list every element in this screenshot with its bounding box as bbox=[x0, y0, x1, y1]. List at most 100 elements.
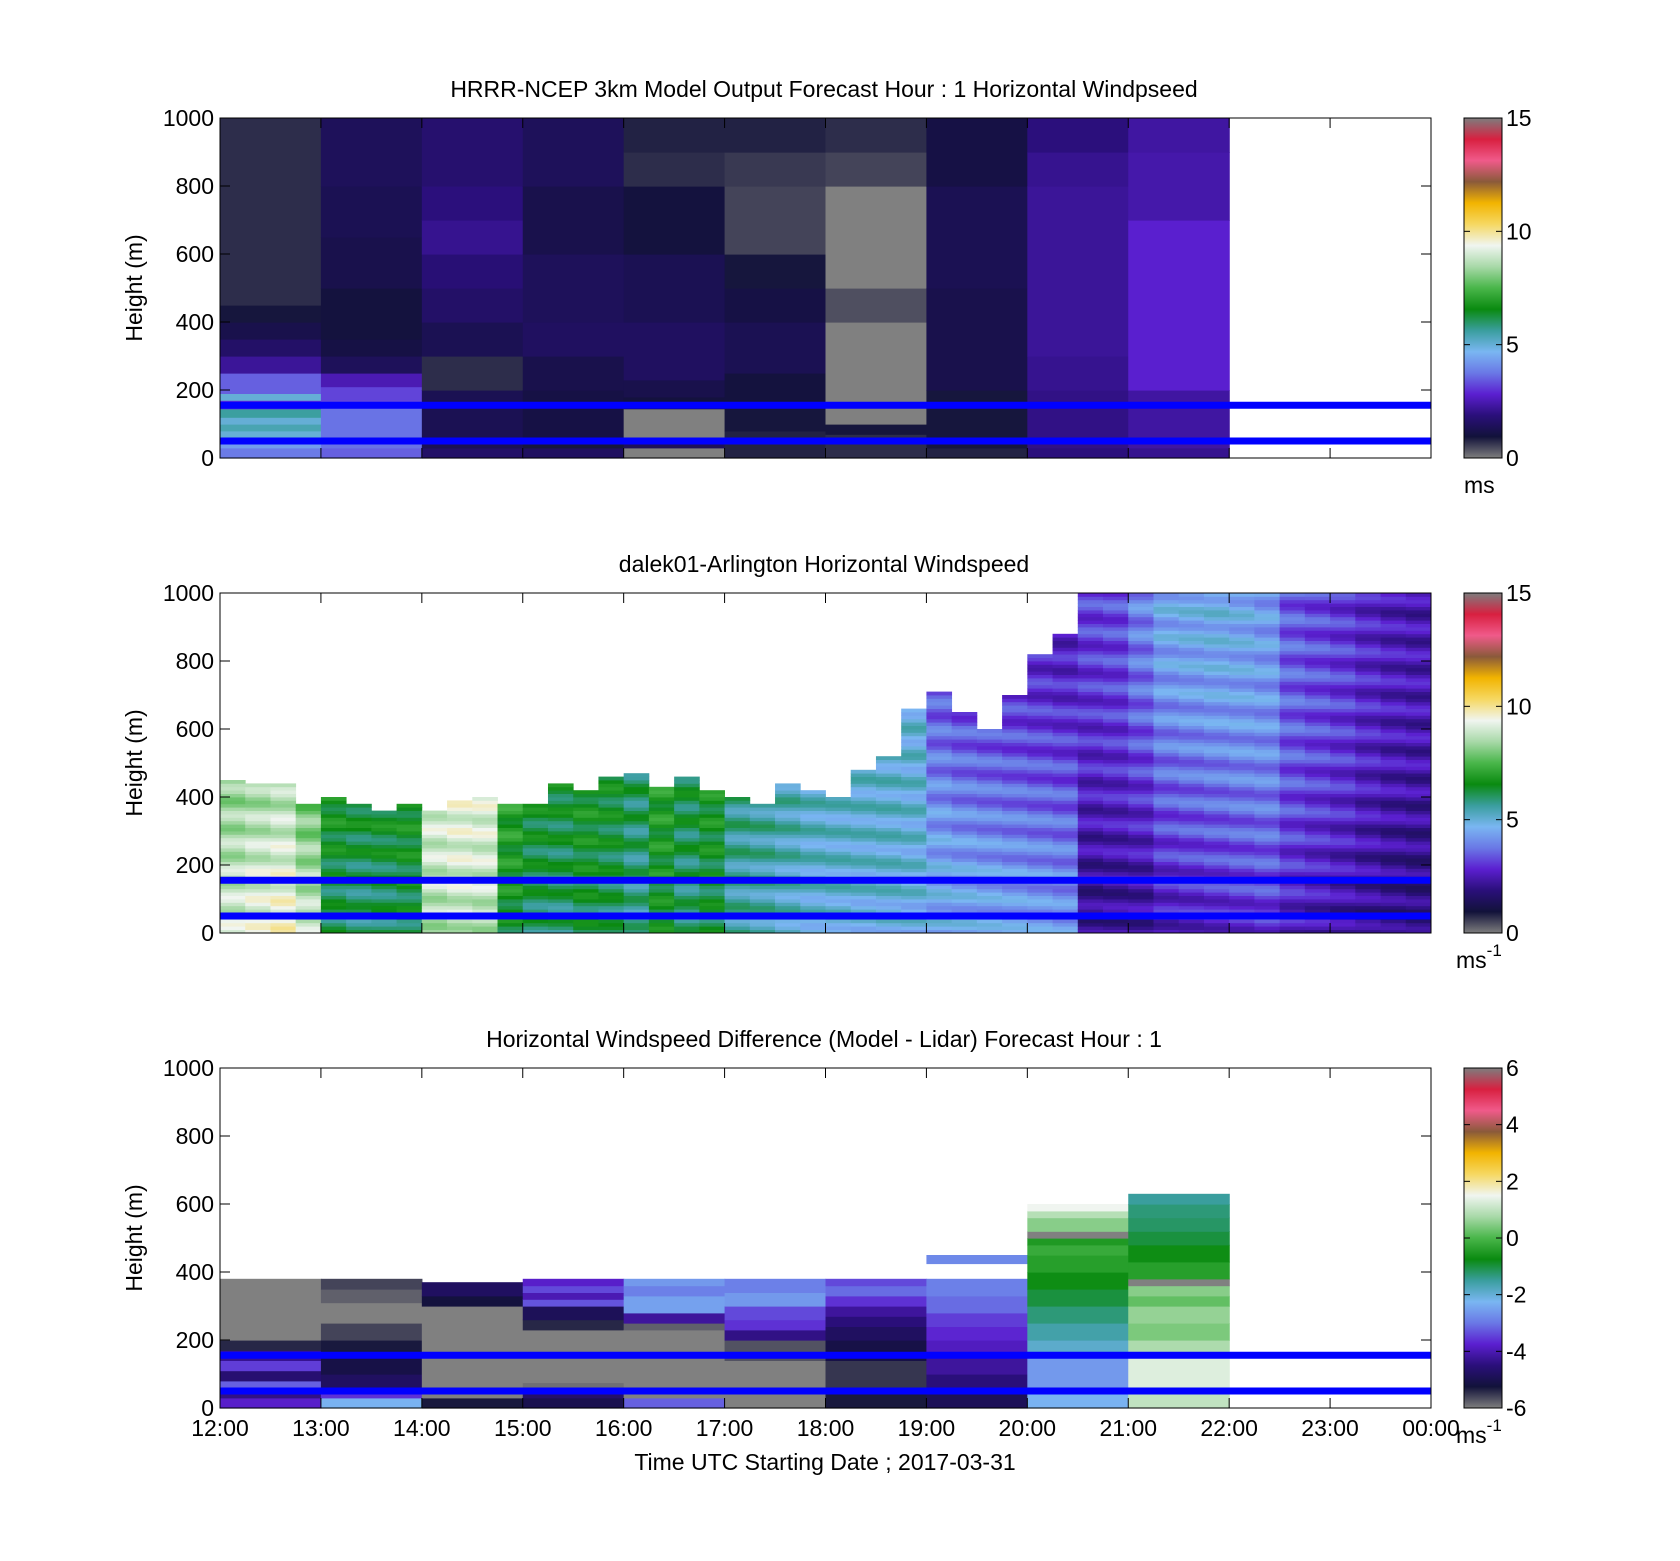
heatmap-cell bbox=[775, 834, 801, 839]
heatmap-cell bbox=[1103, 698, 1129, 703]
heatmap-cell bbox=[598, 909, 625, 913]
heatmap-cell bbox=[1128, 841, 1154, 845]
heatmap-cell bbox=[775, 851, 801, 856]
heatmap-cell bbox=[1077, 752, 1104, 757]
heatmap-cell bbox=[1077, 831, 1104, 835]
heatmap-cell bbox=[1254, 820, 1281, 825]
heatmap-cell bbox=[926, 854, 953, 859]
heatmap-cell bbox=[976, 858, 1003, 862]
heatmap-cell bbox=[1229, 786, 1255, 791]
heatmap-cell bbox=[724, 824, 751, 828]
heatmap-cell bbox=[1279, 882, 1306, 886]
heatmap-cell bbox=[901, 749, 927, 754]
heatmap-cell bbox=[220, 851, 246, 856]
heatmap-cell bbox=[1027, 814, 1053, 818]
heatmap-cell bbox=[1077, 644, 1104, 648]
heatmap-cell bbox=[699, 810, 725, 815]
heatmap-cell bbox=[648, 841, 675, 845]
heatmap-cell bbox=[951, 837, 978, 842]
heatmap-cell bbox=[875, 766, 902, 771]
heatmap-cell bbox=[699, 834, 725, 839]
y-tick-label: 0 bbox=[201, 445, 214, 471]
heatmap-cell bbox=[472, 854, 498, 859]
heatmap-cell bbox=[825, 820, 852, 825]
heatmap-cell bbox=[951, 865, 978, 869]
heatmap-cell bbox=[1077, 797, 1104, 801]
heatmap-cell bbox=[1254, 814, 1281, 818]
heatmap-cell bbox=[472, 895, 498, 900]
heatmap-cell bbox=[598, 783, 625, 788]
heatmap-cell bbox=[1355, 616, 1381, 621]
heatmap-cell bbox=[270, 848, 297, 852]
heatmap-cell bbox=[1153, 861, 1180, 866]
heatmap-cell bbox=[1077, 735, 1104, 740]
colorbar-unit-exponent: -1 bbox=[1487, 1416, 1502, 1435]
heatmap-cell bbox=[522, 871, 549, 876]
heatmap-cell bbox=[1128, 786, 1154, 791]
y-tick-label: 1000 bbox=[163, 1055, 214, 1081]
heatmap-cell bbox=[1304, 844, 1331, 849]
y-tick-label: 400 bbox=[176, 309, 214, 335]
heatmap-cell bbox=[1279, 725, 1306, 730]
heatmap-cell bbox=[220, 841, 246, 845]
heatmap-cell bbox=[875, 892, 902, 896]
heatmap-cell bbox=[220, 827, 246, 832]
heatmap-cell bbox=[1380, 786, 1407, 791]
heatmap-cell bbox=[1002, 882, 1028, 886]
heatmap-cell bbox=[421, 882, 448, 886]
heatmap-cell bbox=[1203, 599, 1230, 604]
heatmap-cell bbox=[749, 834, 776, 839]
heatmap-cell bbox=[1203, 701, 1230, 706]
heatmap-cell bbox=[1103, 599, 1129, 604]
heatmap-cell bbox=[1229, 841, 1255, 845]
heatmap-cell bbox=[547, 783, 574, 788]
heatmap-cell bbox=[1304, 837, 1331, 842]
heatmap-cell bbox=[775, 793, 801, 798]
heatmap-cell bbox=[1254, 769, 1281, 774]
heatmap-cell bbox=[1052, 718, 1079, 723]
heatmap-cell bbox=[1027, 654, 1053, 658]
heatmap-cell bbox=[724, 430, 827, 459]
heatmap-cell bbox=[1380, 905, 1407, 910]
heatmap-cell bbox=[1128, 657, 1154, 662]
heatmap-cell bbox=[522, 905, 549, 910]
heatmap-cell bbox=[220, 899, 246, 903]
heatmap-cell bbox=[320, 800, 347, 805]
heatmap-cell bbox=[1405, 820, 1432, 825]
heatmap-cell bbox=[1103, 841, 1129, 845]
heatmap-cell bbox=[1027, 790, 1053, 794]
heatmap-cell bbox=[1330, 752, 1356, 757]
heatmap-cell bbox=[371, 868, 398, 873]
heatmap-cell bbox=[1178, 708, 1205, 713]
heatmap-cell bbox=[1229, 640, 1255, 645]
heatmap-cell bbox=[926, 868, 953, 873]
heatmap-cell bbox=[1178, 786, 1205, 791]
heatmap-cell bbox=[800, 905, 826, 910]
heatmap-cell bbox=[976, 803, 1003, 808]
heatmap-cell bbox=[1380, 820, 1407, 825]
heatmap-cell bbox=[1027, 919, 1053, 924]
panel-model-ylabel: Height (m) bbox=[121, 234, 147, 341]
heatmap-cell bbox=[497, 803, 524, 808]
heatmap-cell bbox=[1304, 749, 1331, 754]
heatmap-cell bbox=[1027, 684, 1053, 689]
heatmap-cell bbox=[573, 844, 599, 849]
heatmap-cell bbox=[1304, 919, 1331, 924]
heatmap-cell bbox=[1380, 644, 1407, 648]
heatmap-cell bbox=[926, 695, 953, 699]
heatmap-cell bbox=[598, 922, 625, 927]
heatmap-cell bbox=[850, 797, 877, 801]
heatmap-cell bbox=[674, 926, 700, 930]
heatmap-cell bbox=[447, 854, 473, 859]
heatmap-cell bbox=[926, 739, 953, 743]
heatmap-cell bbox=[497, 851, 524, 856]
heatmap-cell bbox=[1027, 735, 1053, 740]
heatmap-cell bbox=[1229, 759, 1255, 764]
heatmap-cell bbox=[976, 776, 1003, 781]
heatmap-cell bbox=[522, 861, 549, 866]
heatmap-cell bbox=[1052, 905, 1079, 910]
heatmap-cell bbox=[1405, 817, 1432, 822]
colorbar-tick-label: 10 bbox=[1506, 218, 1532, 244]
heatmap-cell bbox=[1229, 851, 1255, 856]
heatmap-cell bbox=[1203, 732, 1230, 737]
